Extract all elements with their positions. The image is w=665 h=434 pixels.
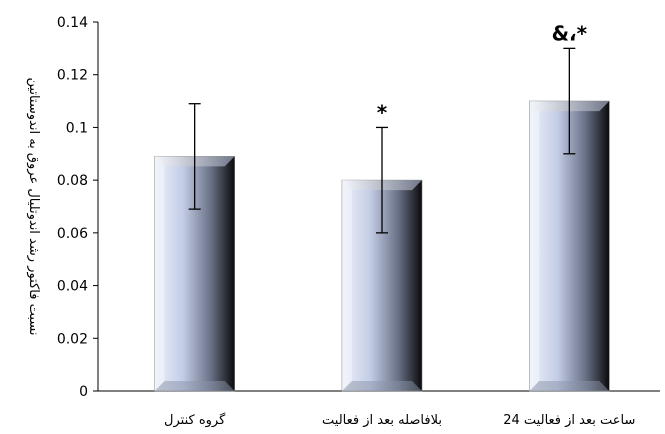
bar [529, 47, 610, 392]
labels-group: نسبت فاکتور رشد اندوتلیال عروق به اندوست… [26, 21, 635, 428]
x-tick-label: 24 ساعت بعد از فعالیت [503, 413, 635, 428]
y-tick-label: 0.02 [57, 331, 88, 347]
y-tick-label: 0.08 [57, 173, 88, 189]
y-tick-label: 0.14 [57, 15, 88, 31]
bar [341, 126, 423, 392]
bar [154, 103, 235, 392]
significance-annotation: &،* [552, 21, 588, 45]
y-tick-label: 0.06 [57, 226, 88, 242]
x-tick-label: بلافاصله بعد از فعالیت [322, 413, 442, 428]
y-tick-label: 0.1 [66, 120, 88, 136]
y-axis-label: نسبت فاکتور رشد اندوتلیال عروق به اندوست… [26, 78, 41, 336]
bar-bevel-left [154, 156, 165, 391]
bar-bevel-left [342, 180, 352, 391]
bar-bevel-left [529, 101, 540, 392]
y-tick-label: 0.12 [57, 68, 88, 84]
y-tick-label: 0.04 [57, 279, 88, 295]
x-tick-label: گروه کنترل [164, 412, 226, 428]
bars-group [154, 47, 610, 392]
bar-bevel-bottom [342, 381, 422, 391]
axes-group: 0 0.02 0.04 0.06 0.08 0.1 0.12 0.14 [57, 15, 660, 400]
bar-bevel-bottom [154, 381, 235, 391]
y-tick-label: 0 [79, 384, 88, 400]
significance-annotation: * [377, 100, 388, 124]
bar-bevel-bottom [529, 381, 610, 391]
